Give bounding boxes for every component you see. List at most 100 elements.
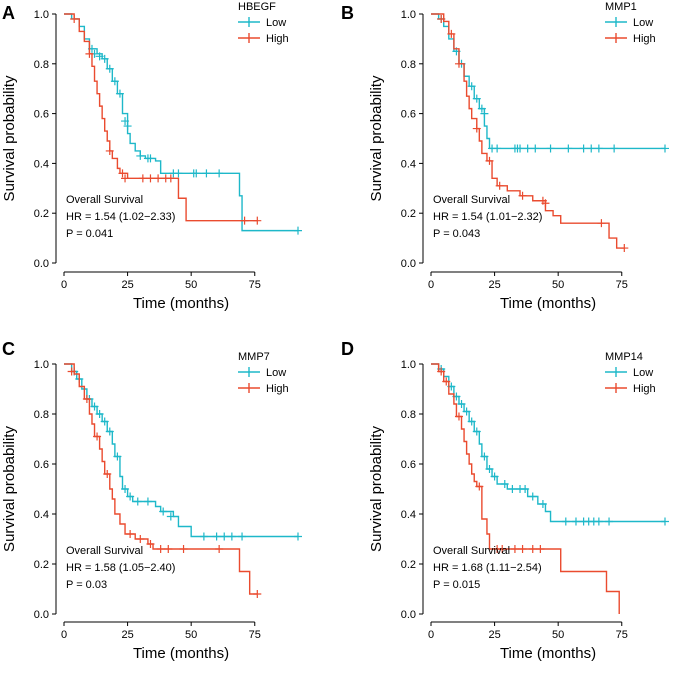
censor-mark-low — [110, 77, 119, 86]
x-tick-label: 50 — [185, 629, 197, 641]
censor-mark-low — [192, 169, 201, 178]
y-tick-label: 0.4 — [34, 509, 49, 521]
censor-mark-low — [294, 532, 302, 541]
censor-mark-low — [516, 144, 525, 153]
y-tick-label: 0.6 — [401, 459, 416, 471]
censor-mark-low — [571, 517, 580, 526]
y-tick-label: 0.8 — [401, 409, 416, 421]
censor-mark-low — [485, 465, 494, 473]
censor-mark-high — [240, 216, 249, 225]
annotation-line: P = 0.041 — [66, 228, 113, 240]
censor-mark-low — [521, 485, 530, 493]
y-tick-label: 0.0 — [34, 258, 49, 270]
legend-title: MMP1 — [605, 1, 637, 13]
censor-mark-low — [472, 427, 481, 436]
censor-mark-high — [126, 530, 135, 538]
censor-mark-low — [100, 54, 109, 63]
censor-mark-high — [121, 174, 130, 183]
annotation-line: HR = 1.58 (1.05−2.40) — [66, 562, 175, 574]
censor-mark-high — [166, 174, 175, 183]
panel-c: C 0.0 0.2 0.4 0.6 0.8 1.0 0 25 50 75 Time (months) S… — [1, 339, 302, 662]
y-tick-label: 0.2 — [34, 208, 49, 220]
censor-mark-low — [202, 169, 211, 178]
panel-b: B 0.0 0.2 0.4 0.6 0.8 1.0 0 25 50 75 Time (months) S… — [341, 1, 669, 312]
censor-mark-high — [518, 545, 527, 553]
km-curve-low — [64, 363, 298, 538]
censor-mark-low — [115, 89, 124, 98]
x-tick-label: 0 — [61, 279, 67, 291]
censor-mark-low — [490, 472, 499, 481]
censor-mark-low — [100, 417, 109, 426]
censor-mark-high — [215, 545, 224, 553]
censor-mark-high — [179, 545, 188, 553]
censor-mark-high — [82, 395, 91, 403]
x-tick-label: 0 — [428, 629, 434, 641]
censor-mark-high — [103, 470, 112, 478]
censor-mark-high — [454, 59, 463, 68]
censor-mark-low — [121, 485, 130, 493]
x-axis-title: Time (months) — [133, 645, 229, 662]
censor-mark-high — [510, 545, 519, 553]
censor-mark-high — [138, 174, 147, 183]
legend-label-low: Low — [633, 17, 653, 29]
y-tick-label: 0.0 — [34, 609, 49, 621]
censor-mark-high — [472, 124, 481, 133]
censor-mark-high — [118, 169, 127, 178]
x-tick-label: 50 — [552, 279, 564, 291]
censor-mark-low — [121, 117, 130, 126]
censor-mark-low — [500, 480, 509, 488]
y-tick-label: 0.8 — [34, 409, 49, 421]
censor-mark-low — [95, 52, 104, 61]
x-tick-label: 25 — [488, 279, 500, 291]
legend-label-high: High — [633, 33, 656, 45]
censor-mark-high — [495, 181, 504, 190]
censor-mark-low — [166, 512, 175, 521]
censor-mark-low — [126, 492, 135, 501]
y-tick-label: 0.2 — [401, 208, 416, 220]
legend-title: MMP7 — [238, 351, 270, 363]
panel-letter: D — [341, 339, 354, 359]
censor-mark-low — [227, 532, 236, 541]
censor-mark-low — [587, 144, 596, 153]
km-curve-low — [64, 13, 298, 232]
censor-mark-high — [437, 14, 446, 23]
censor-mark-high — [253, 216, 262, 225]
censor-mark-low — [113, 452, 122, 461]
censor-mark-high — [536, 545, 545, 553]
censor-mark-low — [661, 144, 669, 153]
censor-mark-low — [467, 82, 476, 91]
censor-mark-high — [146, 540, 155, 548]
x-tick-label: 75 — [616, 279, 628, 291]
censor-mark-high — [85, 49, 94, 58]
annotation-line: P = 0.015 — [433, 579, 480, 591]
censor-mark-low — [467, 417, 476, 426]
censor-mark-low — [538, 500, 547, 508]
annotation-line: Overall Survival — [66, 194, 143, 206]
censor-mark-low — [528, 492, 537, 501]
y-axis-title: Survival probability — [368, 426, 385, 552]
censor-mark-low — [579, 144, 588, 153]
censor-mark-high — [136, 535, 145, 543]
panel-d: D 0.0 0.2 0.4 0.6 0.8 1.0 0 25 50 75 Time (months) S… — [341, 339, 669, 662]
censor-mark-low — [472, 94, 481, 103]
y-tick-label: 0.6 — [34, 109, 49, 121]
y-tick-label: 1.0 — [34, 9, 49, 21]
legend-label-high: High — [266, 33, 289, 45]
censor-mark-low — [220, 532, 229, 541]
censor-mark-low — [238, 532, 247, 541]
censor-mark-low — [561, 517, 570, 526]
censor-mark-low — [610, 144, 619, 153]
censor-mark-low — [480, 109, 489, 118]
annotation-line: HR = 1.68 (1.11−2.54) — [433, 562, 542, 574]
censor-mark-high — [154, 174, 163, 183]
annotation-line: P = 0.03 — [66, 579, 107, 591]
x-axis-title: Time (months) — [500, 645, 596, 662]
y-tick-label: 0.2 — [34, 559, 49, 571]
censor-mark-low — [174, 169, 183, 178]
censor-mark-low — [95, 410, 104, 418]
censor-mark-low — [123, 122, 132, 131]
censor-mark-high — [498, 545, 507, 553]
legend-label-low: Low — [266, 17, 286, 29]
y-tick-label: 0.4 — [34, 158, 49, 170]
